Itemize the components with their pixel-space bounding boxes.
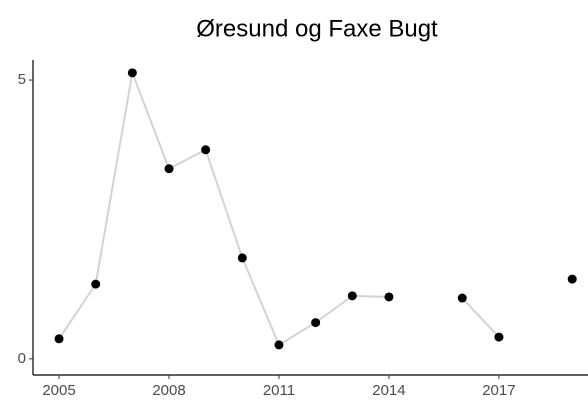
x-tick-label: 2014 [372, 382, 405, 399]
data-point [164, 164, 174, 174]
series-line [59, 73, 572, 345]
data-point [311, 318, 321, 328]
data-point [457, 293, 467, 303]
x-tick-label: 2008 [152, 382, 185, 399]
chart-title: Øresund og Faxe Bugt [196, 15, 438, 42]
data-point [347, 291, 357, 301]
data-point [384, 292, 394, 302]
data-point [237, 253, 247, 263]
x-tick-label: 2017 [482, 382, 515, 399]
data-point [54, 334, 64, 344]
data-point [201, 145, 211, 155]
data-point [91, 279, 101, 289]
x-tick-label: 2011 [263, 382, 295, 399]
data-point [274, 340, 284, 350]
data-point [494, 332, 504, 342]
x-tick-label: 2005 [42, 382, 75, 399]
data-point [127, 68, 137, 78]
y-tick-label: 5 [18, 71, 26, 88]
y-tick-label: 0 [18, 350, 26, 367]
data-point [567, 274, 577, 284]
